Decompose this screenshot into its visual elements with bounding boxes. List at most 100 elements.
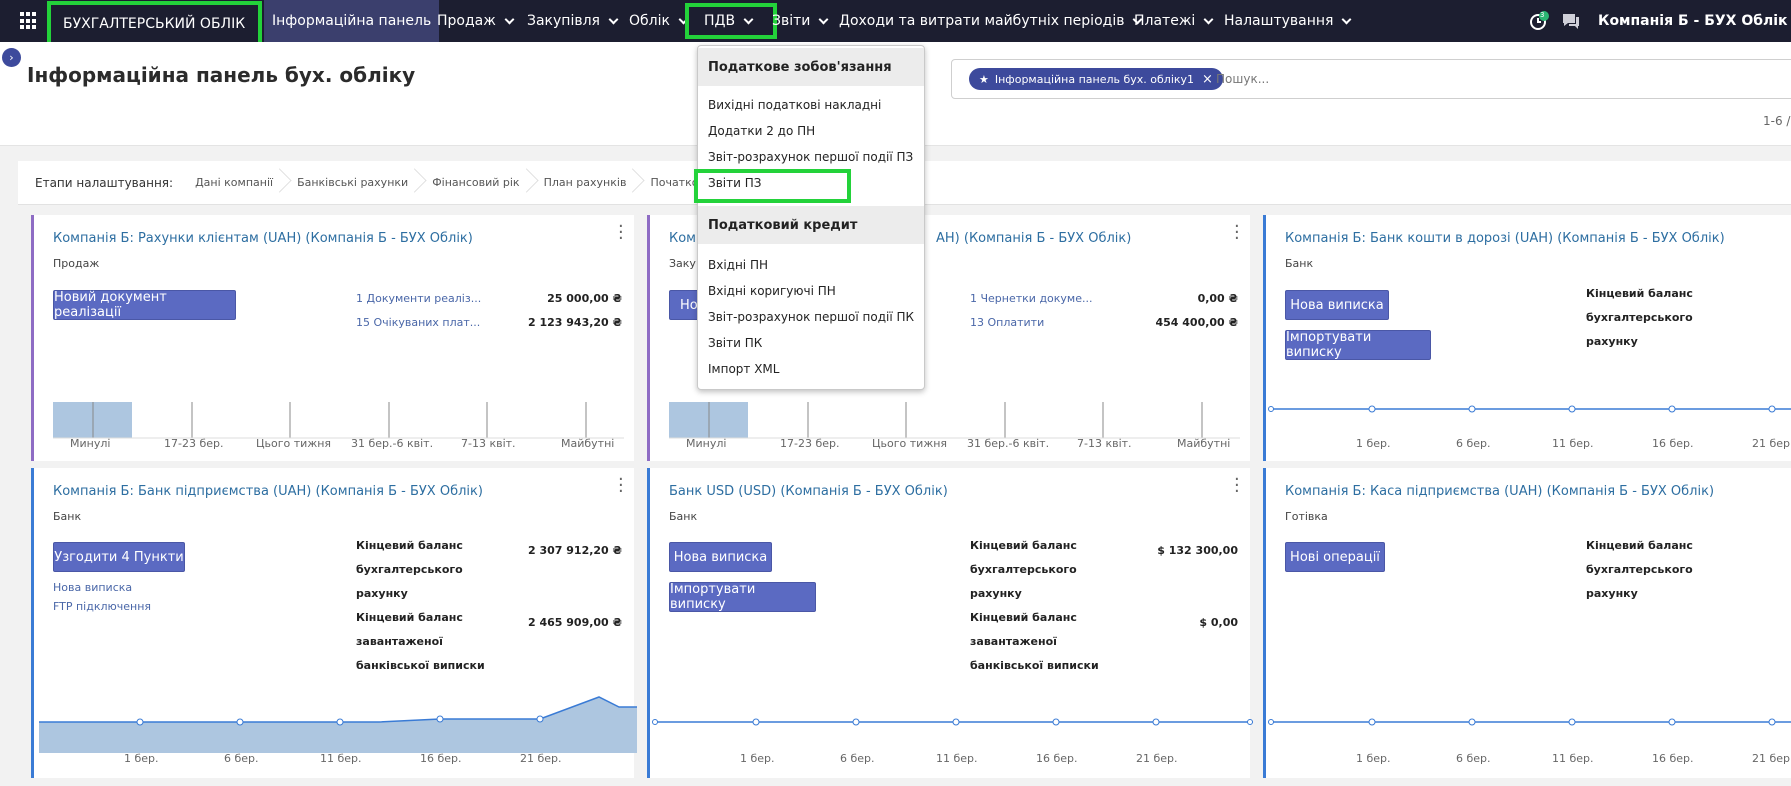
balance-value: 2 307 912,20 ₴ xyxy=(527,544,622,557)
step-opening[interactable]: Початков xyxy=(648,161,727,205)
journal-card-bank-usd: Банк USD (USD) (Компанія Б - БУХ Облік) … xyxy=(647,468,1253,778)
search-bar[interactable]: ★ Інформаційна панель бух. обліку1 × Пош… xyxy=(951,59,1791,99)
bar-graph[interactable] xyxy=(34,395,634,461)
nav-vat[interactable]: ПДВ xyxy=(704,0,754,42)
chevron-down-icon xyxy=(1203,14,1214,24)
search-input[interactable]: Пошук... xyxy=(1216,72,1270,86)
menu-item-appendix-2[interactable]: Додатки 2 до ПН xyxy=(708,124,816,138)
balance-label-line: рахунку xyxy=(356,587,408,600)
pager[interactable]: 1-6 / xyxy=(1763,114,1791,128)
close-icon[interactable]: × xyxy=(1202,71,1213,87)
activity-icon[interactable]: 3 xyxy=(1528,0,1550,42)
axis-label: 1 бер. xyxy=(1356,437,1391,450)
new-statement-button[interactable]: Нова виписка xyxy=(669,542,772,572)
chat-icon[interactable] xyxy=(1561,0,1581,42)
line-graph[interactable] xyxy=(1266,395,1791,425)
journal-title[interactable]: Компанія Б: Рахунки клієнтам (UAH) (Комп… xyxy=(53,231,473,246)
menu-item-first-event-report-pz[interactable]: Звіт-розрахунок першої події ПЗ xyxy=(708,150,914,164)
bar-label: Минулі xyxy=(70,437,111,450)
page-title: Інформаційна панель бух. обліку xyxy=(27,63,416,87)
bar-label: Цього тижня xyxy=(872,437,948,450)
app-brand[interactable]: БУХГАЛТЕРСЬКИЙ ОБЛІК xyxy=(47,1,262,46)
draft-documents-link[interactable]: 1 Документи реаліз... xyxy=(356,292,482,305)
balance-label: Кінцевий баланс бухгалтерського рахунку xyxy=(1586,282,1693,354)
journal-type: Банк xyxy=(53,510,82,523)
journal-title[interactable]: Компанія Б: Банк кошти в дорозі (UAH) (К… xyxy=(1285,231,1725,246)
new-statement-link[interactable]: Нова виписка xyxy=(53,581,133,594)
axis-label: 11 бер. xyxy=(320,752,362,765)
menu-item-outgoing-invoices[interactable]: Вихідні податкові накладні xyxy=(708,98,882,112)
to-pay-link[interactable]: 13 Оплатити xyxy=(970,316,1045,329)
nav-reports[interactable]: Звіти xyxy=(772,0,829,42)
balance-label-line: рахунку xyxy=(1586,587,1638,600)
chevron-down-icon xyxy=(1342,14,1352,24)
import-statement-button[interactable]: Імпортувати виписку xyxy=(669,582,816,612)
journal-title[interactable]: Компанія Б: Банк підприємства (UAH) (Ком… xyxy=(53,484,483,499)
balance-label-line: Кінцевий баланс xyxy=(1586,287,1693,300)
journal-title[interactable]: Компанія Б: Каса підприємства (UAH) (Ком… xyxy=(1285,484,1715,499)
kebab-menu-icon[interactable]: · · · xyxy=(1234,216,1240,249)
journal-type: Банк xyxy=(1285,257,1314,270)
menu-item-reports-pk[interactable]: Звіти ПК xyxy=(708,336,763,350)
new-invoice-button[interactable]: Новий документ реалізації xyxy=(53,290,236,320)
balance-label-line: рахунку xyxy=(970,587,1022,600)
kebab-menu-icon[interactable]: · · · xyxy=(618,469,624,502)
balance-label-line: рахунку xyxy=(1586,335,1638,348)
axis-label: 21 бер. xyxy=(1752,437,1791,450)
apps-grid-icon[interactable] xyxy=(20,12,38,30)
reconcile-button[interactable]: Узгодити 4 Пункти xyxy=(53,542,185,572)
bar-graph[interactable] xyxy=(650,395,1250,461)
line-graph[interactable] xyxy=(650,708,1253,738)
nav-payments-label: Платежі xyxy=(1134,13,1196,29)
menu-item-highlight xyxy=(694,169,851,203)
step-company-data[interactable]: Дані компанії xyxy=(193,161,295,205)
import-statement-button[interactable]: Імпортувати виписку xyxy=(1285,330,1431,360)
awaiting-payments-link[interactable]: 15 Очікуваних плат... xyxy=(356,316,481,329)
bar-label: Минулі xyxy=(686,437,727,450)
journal-card-bank-main: Компанія Б: Банк підприємства (UAH) (Ком… xyxy=(31,468,637,778)
nav-sales[interactable]: Продаж xyxy=(437,0,515,42)
nav-deferred[interactable]: Доходи та витрати майбутніх періодів xyxy=(839,0,1143,42)
bar-label: Цього тижня xyxy=(256,437,332,450)
menu-item-reports-pz[interactable]: Звіти ПЗ xyxy=(708,176,762,190)
nav-dashboard[interactable]: Інформаційна панель xyxy=(264,0,440,42)
line-graph[interactable] xyxy=(34,693,637,753)
statement-label-line: банківської виписки xyxy=(970,659,1099,672)
balance-value: $ 132 300,00 xyxy=(1157,544,1238,557)
nav-payments[interactable]: Платежі xyxy=(1134,0,1214,42)
kebab-menu-icon[interactable]: · · · xyxy=(618,216,624,249)
journal-type: Продаж xyxy=(53,257,100,270)
menu-item-first-event-report-pk[interactable]: Звіт-розрахунок першої події ПК xyxy=(708,310,915,324)
axis-label: 11 бер. xyxy=(1552,437,1594,450)
favorite-filter-facet[interactable]: ★ Інформаційна панель бух. обліку1 × xyxy=(969,68,1223,90)
step-fiscal-year[interactable]: Фінансовий рік xyxy=(430,161,541,205)
balance-label: Кінцевий баланс бухгалтерського рахунку … xyxy=(970,534,1099,678)
draft-documents-link[interactable]: 1 Чернетки докуме... xyxy=(970,292,1093,305)
axis-label: 1 бер. xyxy=(1356,752,1391,765)
step-chart-of-accounts[interactable]: План рахунків xyxy=(542,161,649,205)
nav-purchases[interactable]: Закупівля xyxy=(527,0,619,42)
balance-label-line: Кінцевий баланс xyxy=(356,539,463,552)
step-bank-accounts[interactable]: Банківські рахунки xyxy=(295,161,430,205)
menu-item-incoming-invoices[interactable]: Вхідні ПН xyxy=(708,258,769,272)
nav-settings[interactable]: Налаштування xyxy=(1224,0,1352,42)
chevron-down-icon xyxy=(743,14,754,24)
nav-sales-label: Продаж xyxy=(437,13,496,29)
menu-item-import-xml[interactable]: Імпорт XML xyxy=(708,362,780,376)
axis-label: 6 бер. xyxy=(224,752,259,765)
new-statement-button[interactable]: Нова виписка xyxy=(1285,290,1389,320)
sidebar-toggle-icon[interactable]: › xyxy=(2,48,21,67)
menu-item-incoming-corrections[interactable]: Вхідні коригуючі ПН xyxy=(708,284,836,298)
vat-dropdown-menu: Податкове зобов'язання Вихідні податкові… xyxy=(694,45,925,390)
ftp-connection-link[interactable]: FTP підключення xyxy=(53,600,152,613)
kebab-menu-icon[interactable]: · · · xyxy=(1234,469,1240,502)
journal-title[interactable]: Банк USD (USD) (Компанія Б - БУХ Облік) xyxy=(669,484,948,499)
nav-accounting[interactable]: Облік xyxy=(629,0,689,42)
line-graph[interactable] xyxy=(1266,708,1791,738)
company-switcher[interactable]: Компанія Б - БУХ Облік xyxy=(1598,0,1791,42)
balance-label-line: бухгалтерського xyxy=(1586,311,1693,324)
journal-title-tail[interactable]: АН) (Компанія Б - БУХ Облік) xyxy=(936,231,1132,246)
journal-title[interactable]: Комп xyxy=(669,231,705,246)
draft-documents-amount: 25 000,00 ₴ xyxy=(547,292,622,305)
new-transactions-button[interactable]: Нові операції xyxy=(1285,542,1385,572)
